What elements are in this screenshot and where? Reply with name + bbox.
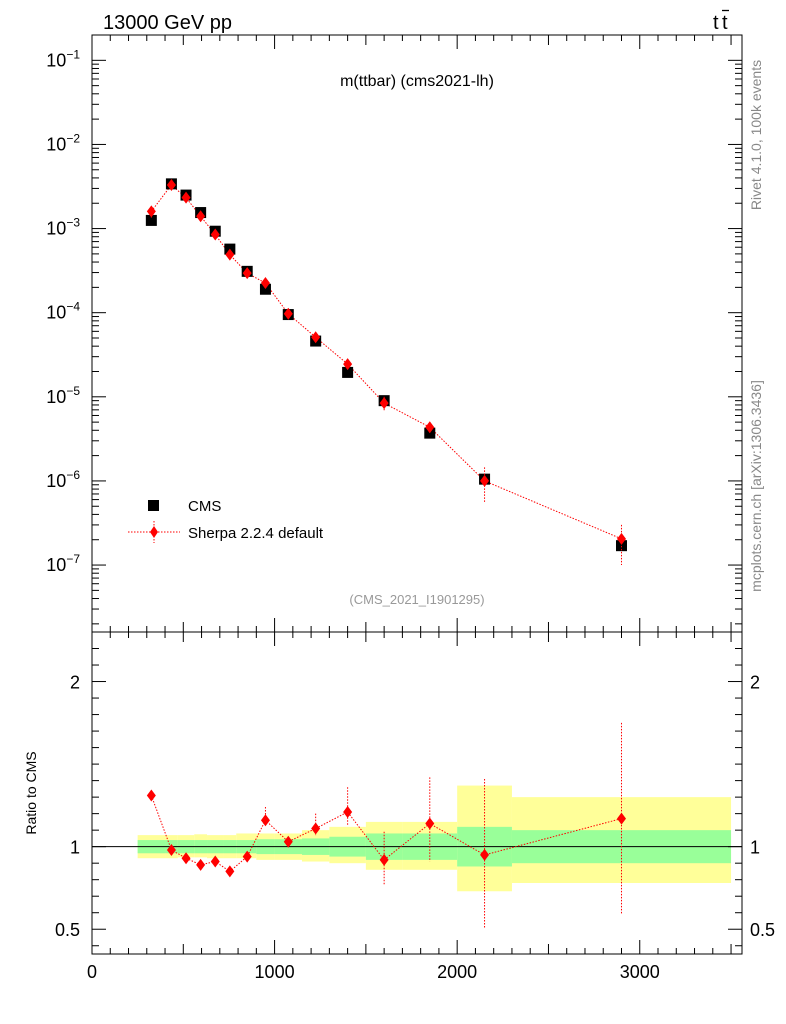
sherpa-point	[166, 178, 176, 191]
legend-cms-marker	[148, 500, 159, 511]
cms-point	[145, 214, 157, 226]
cms-point	[259, 283, 271, 295]
ratio-point	[379, 853, 389, 866]
ratio-point	[425, 817, 435, 830]
header-right-t: t	[713, 12, 719, 34]
sherpa-point	[146, 205, 156, 218]
ratio-point	[196, 858, 206, 871]
main-frame	[91, 34, 743, 633]
main-title: m(ttbar) (cms2021-lh)	[340, 73, 494, 90]
legend: CMS Sherpa 2.2.4 default	[128, 498, 324, 543]
rivet-label: Rivet 4.1.0, 100k events	[748, 60, 764, 210]
ratio-point	[616, 812, 626, 825]
ratio-xtick-label: 3000	[620, 962, 660, 982]
sherpa-point	[311, 331, 321, 344]
cms-point	[615, 540, 627, 552]
main-plot-area	[145, 178, 627, 566]
main-ytick-label: 10−5	[46, 384, 80, 407]
main-ytick-label: 10−1	[46, 47, 80, 70]
ratio-xtick-label: 2000	[437, 962, 477, 982]
ratio-ytick-label: 2	[70, 673, 80, 693]
sherpa-point	[181, 191, 191, 204]
ratio-plot-area	[92, 722, 742, 928]
ratio-panel: 0.5 0.5 1 1 2 2 0 1000 2000 3000 Ratio to CMS	[23, 631, 775, 982]
sherpa-point	[425, 421, 435, 434]
sherpa-point	[379, 397, 389, 410]
ratio-point	[242, 850, 252, 863]
ratio-xtick-label: 0	[87, 962, 97, 982]
sherpa-point	[242, 267, 252, 280]
cms-point	[342, 366, 354, 378]
ratio-point	[181, 852, 191, 865]
main-axes: 10−1 10−2 10−3 10−4 10−5 10−6 10−7	[46, 34, 742, 632]
legend-sherpa-label: Sherpa 2.2.4 default	[188, 525, 324, 542]
ratio-axes: 0.5 0.5 1 1 2 2 0 1000 2000 3000	[55, 632, 775, 982]
main-ytick-label: 10−6	[46, 468, 80, 491]
ratio-point	[146, 789, 156, 802]
ratio-ytick-label-right: 0.5	[750, 920, 775, 940]
main-ytick-label: 10−7	[46, 552, 80, 575]
sherpa-point	[260, 277, 270, 290]
sherpa-point	[283, 307, 293, 320]
sherpa-point	[343, 358, 353, 371]
header-right-tbar: t	[722, 12, 728, 34]
ratio-ytick-label: 0.5	[55, 920, 80, 940]
main-ytick-label: 10−3	[46, 216, 80, 239]
ratio-frame	[91, 631, 743, 955]
ratio-ytick-label-right: 2	[750, 673, 760, 693]
header-right: t t	[713, 9, 729, 34]
ratio-point	[480, 848, 490, 861]
ratio-point	[225, 865, 235, 878]
sherpa-line	[150, 184, 622, 540]
ratio-point	[311, 822, 321, 835]
ratio-xtick-label: 1000	[255, 962, 295, 982]
ratio-point	[210, 855, 220, 868]
mcplots-label: mcplots.cern.ch [arXiv:1306.3436]	[748, 380, 764, 592]
ratio-point	[283, 835, 293, 848]
sherpa-point	[210, 228, 220, 241]
sherpa-point	[616, 532, 626, 545]
sherpa-point	[480, 474, 490, 487]
sherpa-point	[225, 248, 235, 261]
main-ytick-label: 10−4	[46, 300, 80, 323]
header-left: 13000 GeV pp	[103, 12, 232, 34]
main-ytick-label: 10−2	[46, 131, 80, 154]
sherpa-point	[196, 210, 206, 223]
watermark: (CMS_2021_I1901295)	[349, 592, 484, 607]
legend-cms-label: CMS	[188, 498, 221, 515]
legend-sherpa-marker	[150, 526, 158, 538]
ratio-ytick-label: 1	[70, 838, 80, 858]
main-panel: 10−1 10−2 10−3 10−4 10−5 10−6 10−7 m(ttbar) (c…	[46, 34, 743, 633]
ratio-point	[260, 814, 270, 827]
ratio-point	[166, 843, 176, 856]
ratio-point	[343, 805, 353, 818]
ratio-ylabel: Ratio to CMS	[23, 751, 39, 834]
ratio-ytick-label-right: 1	[750, 838, 760, 858]
